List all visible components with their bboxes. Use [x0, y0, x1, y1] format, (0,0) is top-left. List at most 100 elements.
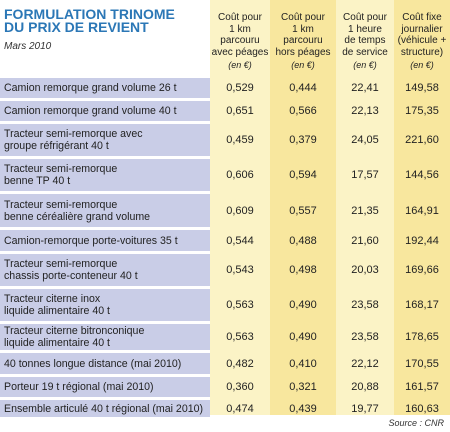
table-cell: 23,58 — [351, 331, 379, 343]
row-label-line: Tracteur citerne bitronconique — [4, 325, 145, 337]
subtitle: Mars 2010 — [4, 41, 52, 52]
table-title: FORMULATION TRINOME DU PRIX DE REVIENT — [4, 6, 175, 35]
column-header-line: Coût pour — [281, 12, 325, 23]
column-header-line: avec péages — [211, 46, 269, 58]
row-label: Tracteur semi-remorque avec groupe réfrig… — [0, 124, 210, 156]
table-cell: 19,77 — [351, 402, 379, 415]
table-cell: 178,65 — [405, 331, 439, 343]
table-cell: 0,444 — [289, 82, 317, 94]
row-label-line: Tracteur semi-remorque — [4, 163, 118, 175]
row-label: Tracteur semi-remorque benne TP 40 t — [0, 159, 210, 191]
row-label-line: Tracteur semi-remorque avec — [4, 128, 143, 140]
row-label: Camion remorque grand volume 40 t — [0, 101, 210, 121]
row-label-line: benne céréalière grand volume — [4, 210, 151, 223]
row-label-line: Camion remorque grand volume 26 t — [4, 82, 177, 94]
table-cell: 0,379 — [289, 134, 317, 146]
column-bg-3 — [336, 0, 394, 415]
table-cell: 0,490 — [289, 299, 317, 311]
table-cell: 0,488 — [289, 234, 317, 247]
table-row: Camion remorque grand volume 40 t 0,651 0,… — [0, 101, 450, 121]
row-label: Ensemble articulé 40 t régional (mai 201… — [0, 400, 210, 417]
table-row: Tracteur citerne inox liquide alimentaire… — [0, 289, 450, 321]
title-line-1: FORMULATION TRINOME — [4, 6, 175, 22]
table-row: Tracteur semi-remorque chassis porte-cont… — [0, 254, 450, 286]
column-header-line: Coût pour — [218, 12, 262, 23]
column-bg-4 — [394, 0, 450, 415]
column-bg-1 — [210, 0, 270, 415]
table-row: Camion remorque grand volume 26 t 0,529 0,… — [0, 78, 450, 98]
table-cell: 17,57 — [351, 169, 379, 181]
table-row: Tracteur semi-remorque benne céréalière g… — [0, 194, 450, 227]
column-header-line: (véhicule + — [397, 35, 447, 46]
row-label: Camion remorque grand volume 26 t — [0, 78, 210, 98]
table-cell: 170,55 — [405, 357, 439, 370]
table-cell: 0,360 — [226, 381, 254, 393]
row-label: Camion-remorque porte-voitures 35 t — [0, 230, 210, 251]
column-unit: (en €) — [228, 60, 252, 70]
row-label: Tracteur citerne inox liquide alimentaire… — [0, 289, 210, 321]
table-cell: 0,321 — [289, 381, 317, 393]
column-header-line: Coût fixe — [402, 12, 442, 23]
table-cell: 22,12 — [351, 357, 379, 370]
column-header-line: de temps — [344, 35, 386, 46]
table-row: Tracteur semi-remorque benne TP 40 t 0,606… — [0, 159, 450, 191]
row-label: Porteur 19 t régional (mai 2010) — [0, 377, 210, 397]
column-header-line: 1 km — [292, 23, 314, 35]
row-label: 40 tonnes longue distance (mai 2010) — [0, 353, 210, 374]
column-header-line: Coût pour — [343, 12, 387, 23]
column-header-3: Coût pour 1 heure de temps de service (en €) — [336, 12, 394, 78]
table-cell: 175,35 — [405, 105, 439, 117]
table-cell: 0,544 — [226, 234, 254, 247]
table-cell: 0,651 — [226, 105, 254, 117]
row-label-line: groupe réfrigérant 40 t — [4, 140, 109, 152]
table-cell: 0,563 — [226, 331, 254, 343]
table-cell: 0,490 — [289, 331, 317, 343]
table-row: Tracteur citerne bitronconique liquide al… — [0, 324, 450, 350]
row-label: Tracteur semi-remorque benne céréalière g… — [0, 194, 210, 227]
table-cell: 0,482 — [226, 357, 254, 370]
table-cell: 20,88 — [351, 381, 379, 393]
row-label: Tracteur semi-remorque chassis porte-cont… — [0, 254, 210, 286]
row-label-line: liquide alimentaire 40 t — [4, 337, 110, 349]
table-cell: 0,594 — [289, 169, 317, 181]
row-label-line: chassis porte-conteneur 40 t — [4, 270, 138, 282]
column-header-line: de service — [342, 46, 388, 58]
table-cell: 21,35 — [351, 204, 379, 217]
column-unit: (en €) — [291, 60, 315, 70]
source-note: Source : CNR — [388, 418, 444, 428]
table-cell: 22,41 — [351, 82, 379, 94]
column-unit: (en €) — [410, 60, 434, 70]
column-header-line: structure) — [400, 46, 444, 58]
title-line-2: DU PRIX DE REVIENT — [4, 19, 149, 35]
table-cell: 0,543 — [226, 264, 254, 276]
table-cell: 160,63 — [405, 402, 439, 415]
table-row: 40 tonnes longue distance (mai 2010) 0,48… — [0, 353, 450, 374]
row-label-line: Tracteur citerne inox — [4, 293, 101, 305]
table-cell: 169,66 — [405, 264, 439, 276]
column-unit: (en €) — [353, 60, 377, 70]
table-cell: 192,44 — [405, 234, 439, 247]
table-row: Ensemble articulé 40 t régional (mai 201… — [0, 400, 450, 417]
row-label-line: liquide alimentaire 40 t — [4, 305, 110, 317]
row-label-line: Tracteur semi-remorque — [4, 258, 118, 270]
table-cell: 24,05 — [351, 134, 379, 146]
table-cell: 0,609 — [226, 204, 254, 217]
table-cell: 22,13 — [351, 105, 379, 117]
table-cell: 0,566 — [289, 105, 317, 117]
row-label: Tracteur citerne bitronconique liquide al… — [0, 324, 210, 350]
table-cell: 0,474 — [226, 402, 254, 415]
column-header-2: Coût pour 1 km parcouru hors péages (en €) — [270, 12, 336, 78]
table-cell: 0,557 — [289, 204, 317, 217]
row-label-line: benne TP 40 t — [4, 175, 71, 187]
table-row: Porteur 19 t régional (mai 2010) 0,360 0,3… — [0, 377, 450, 397]
column-header-4: Coût fixe journalier (véhicule + structure)… — [394, 12, 450, 78]
table-cell: 168,17 — [405, 299, 439, 311]
table-cell: 164,91 — [405, 204, 439, 217]
column-header-1: Coût pour 1 km parcouru avec péages (en €) — [210, 12, 270, 78]
row-label-line: Ensemble articulé 40 t régional (mai 201… — [4, 402, 204, 415]
row-label-line: Porteur 19 t régional (mai 2010) — [4, 381, 154, 393]
column-header-line: 1 heure — [348, 23, 382, 35]
column-header-line: journalier — [401, 23, 443, 35]
table-cell: 20,03 — [351, 264, 379, 276]
table-cell: 0,529 — [226, 82, 254, 94]
